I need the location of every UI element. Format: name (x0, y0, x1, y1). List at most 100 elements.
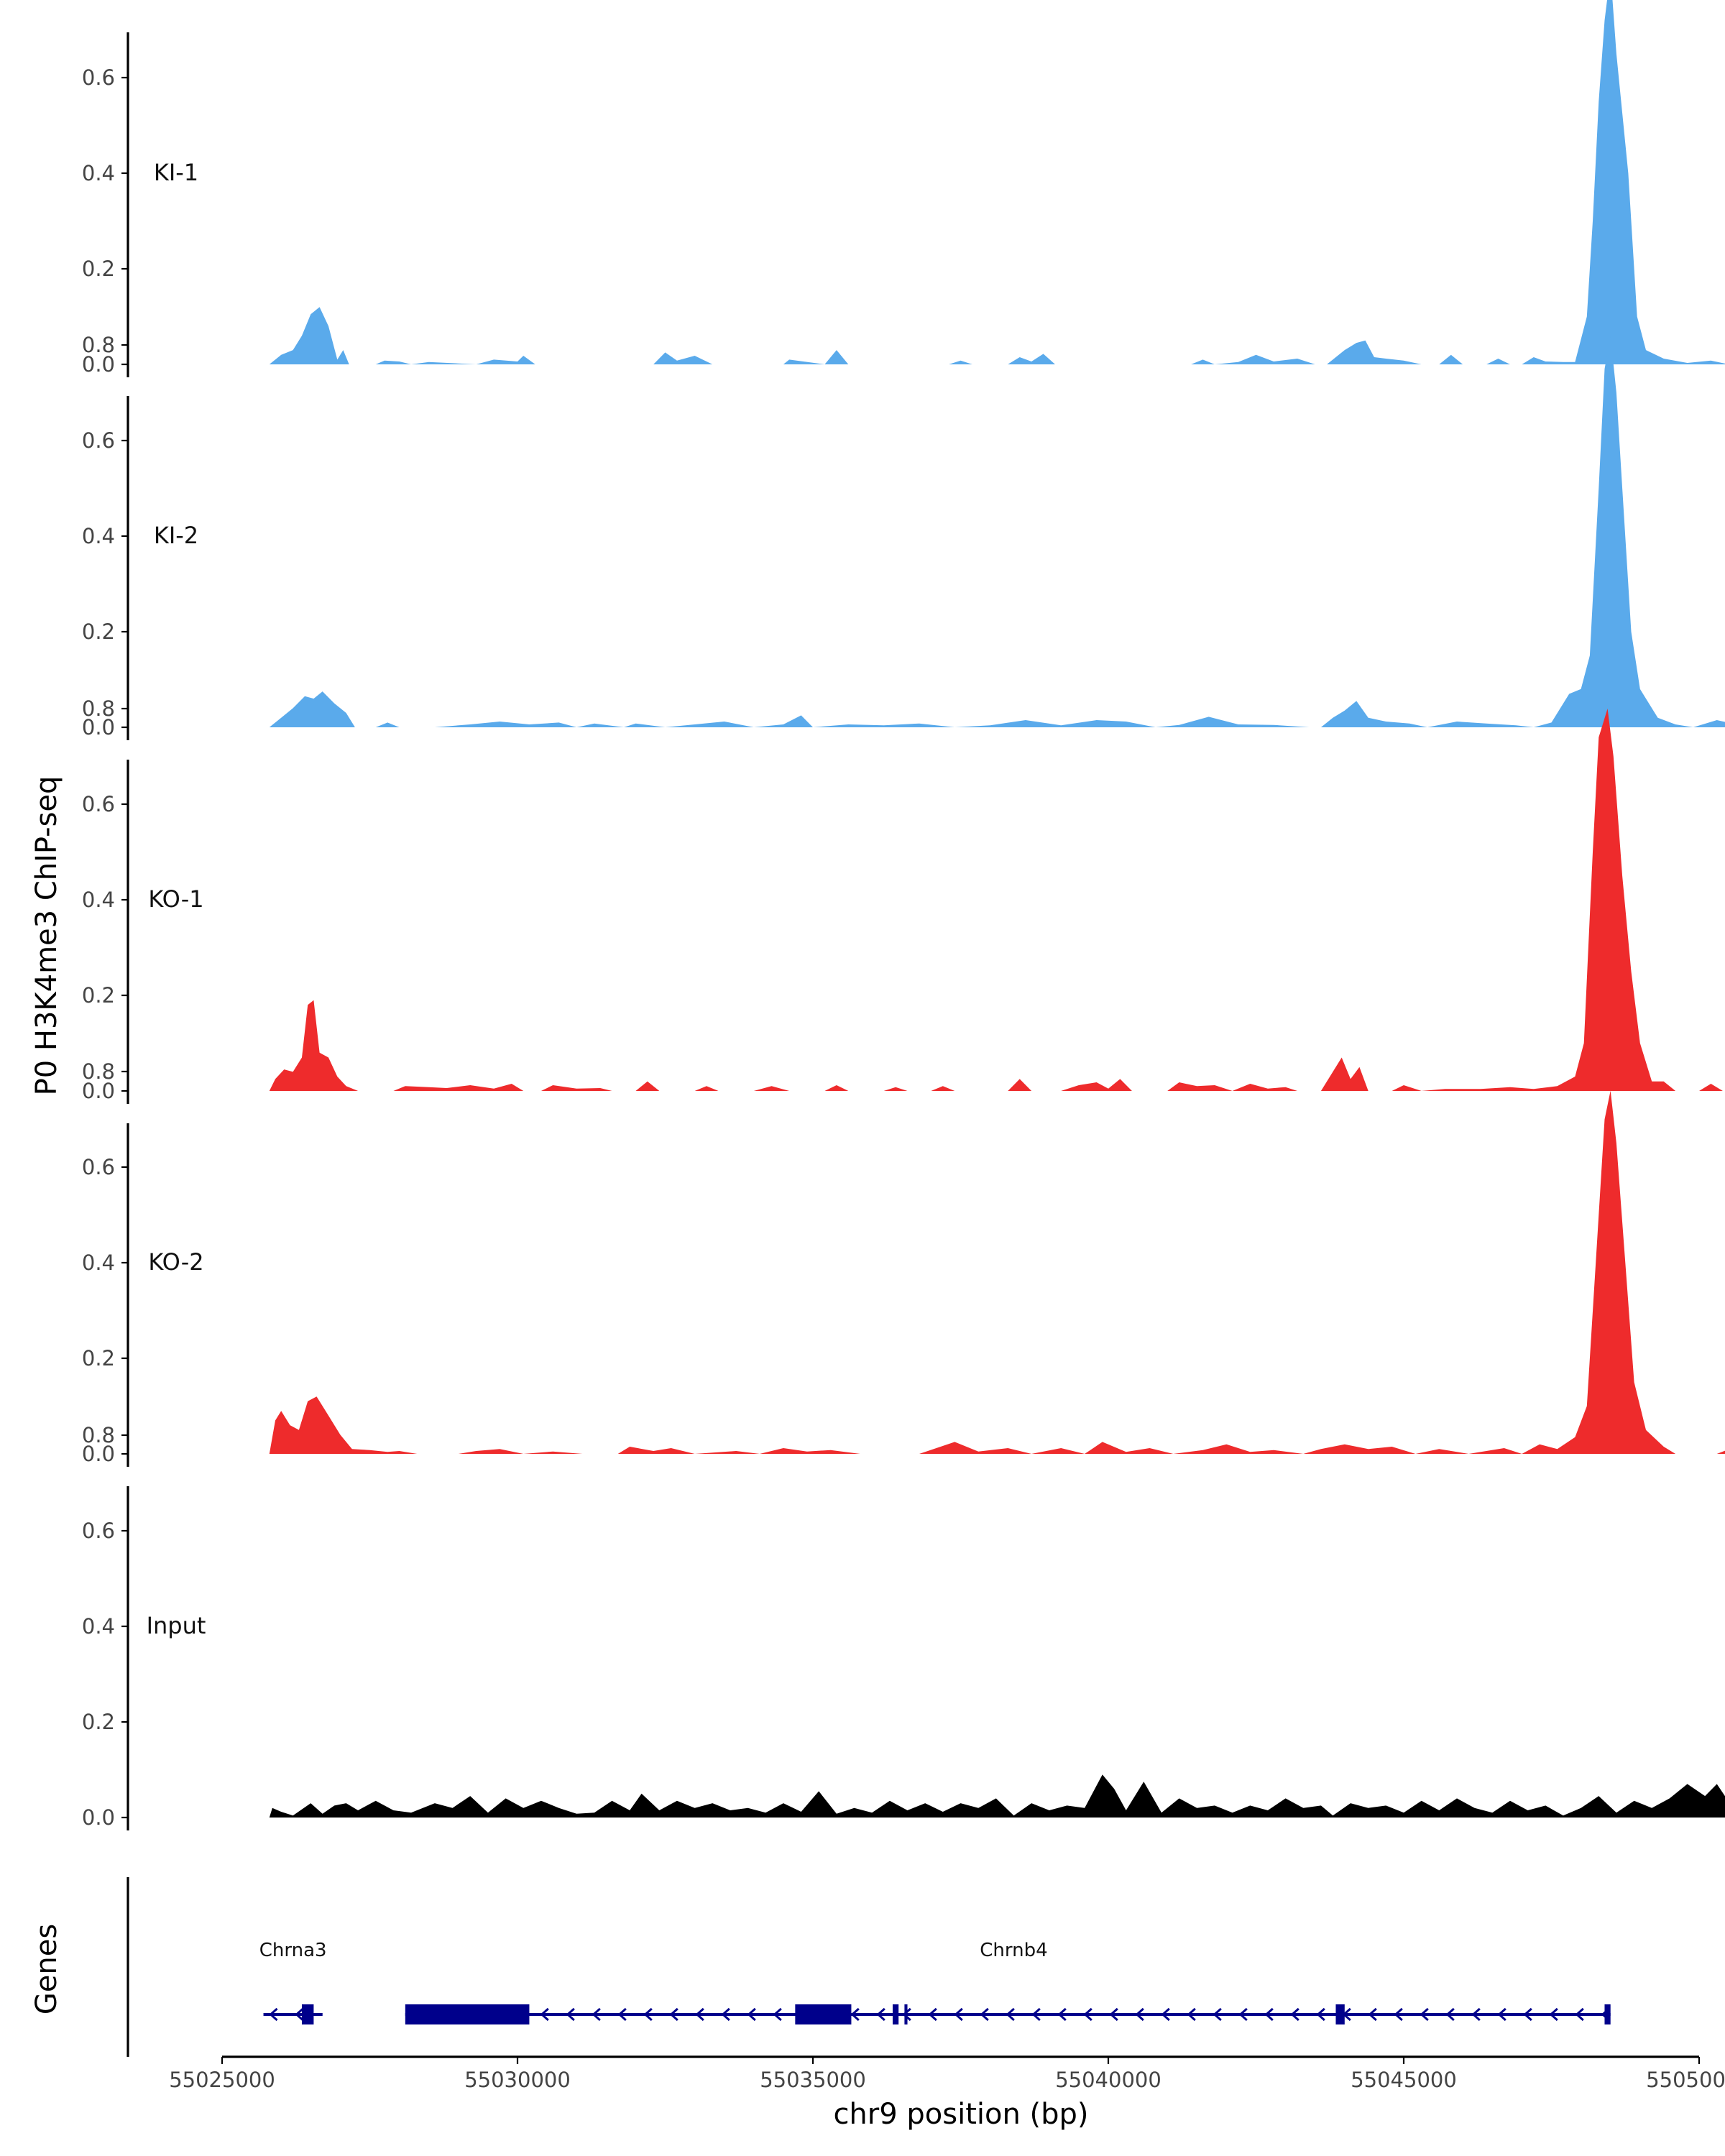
strand-arrow (540, 2007, 549, 2022)
genes-track-title: Genes (30, 1924, 63, 2014)
strand-arrow (617, 2007, 627, 2022)
track-ko-1: 0.0 0.2 0.4 0.6 0.8 KO-1 (82, 696, 1725, 1104)
signal-area-ki-2 (269, 335, 1725, 727)
strand-arrow (1471, 2007, 1481, 2022)
gene-chrna3: Chrna3 (259, 1940, 327, 2024)
y-tick-label: 0.6 (82, 1519, 115, 1543)
y-tick-label: 0.2 (82, 1710, 115, 1734)
strand-arrow (1497, 2007, 1506, 2022)
y-tick-label: 0.8 (82, 333, 115, 357)
y-tick-label: 0.4 (82, 1250, 115, 1275)
gene-exon (904, 2004, 908, 2024)
x-tick-label: 55040000 (1055, 2068, 1162, 2092)
strand-arrow (980, 2007, 989, 2022)
signal-area-ki-1 (269, 0, 1725, 364)
y-tick-label: 0.4 (82, 161, 115, 185)
y-tick-label: 0.0 (82, 1079, 115, 1103)
gene-exon (795, 2004, 852, 2024)
track-label: KI-1 (154, 159, 198, 186)
y-tick-label: 0.4 (82, 524, 115, 548)
signal-area-input (269, 1774, 1725, 1818)
y-tick-label: 0.0 (82, 715, 115, 740)
x-tick-label: 55035000 (760, 2068, 866, 2092)
x-axis: chr9 position (bp) 55025000 55030000 55035… (169, 2055, 1725, 2131)
strand-arrow (1161, 2007, 1170, 2022)
strand-arrow (721, 2007, 730, 2022)
x-axis-title: chr9 position (bp) (833, 2098, 1088, 2131)
signal-area-ko-2 (269, 1090, 1725, 1454)
strand-arrow (928, 2007, 937, 2022)
gene-exon (1604, 2004, 1611, 2024)
strand-arrow (1187, 2007, 1196, 2022)
signal-area-ko-1 (269, 709, 1725, 1091)
strand-arrow (1523, 2007, 1532, 2022)
strand-arrow (1109, 2007, 1118, 2022)
strand-arrow (695, 2007, 704, 2022)
track-ki-2: 0.0 0.2 0.4 0.6 0.8 KI-2 (82, 333, 1725, 740)
strand-arrow (669, 2007, 678, 2022)
genes-track: Genes Chrna3 Chrnb4 (30, 1877, 1611, 2057)
strand-arrow (1549, 2007, 1558, 2022)
y-tick-label: 0.0 (82, 1805, 115, 1830)
y-tick-label: 0.2 (82, 619, 115, 644)
signal-tracks: 0.00.20.40.60.8KI-10.00.20.40.60.8KI-20.… (82, 0, 1725, 1830)
strand-arrow (1575, 2007, 1584, 2022)
y-tick-label: 0.8 (82, 1059, 115, 1084)
track-label: KO-2 (148, 1248, 203, 1276)
strand-arrow (1264, 2007, 1274, 2022)
strand-arrow (850, 2007, 860, 2022)
y-tick-label: 0.4 (82, 1614, 115, 1639)
strand-arrow (1368, 2007, 1377, 2022)
strand-arrow (1445, 2007, 1455, 2022)
strand-arrow (1135, 2007, 1144, 2022)
strand-arrow (1057, 2007, 1067, 2022)
y-axis-title-group: P0 H3K4me3 ChIP-seq (30, 776, 63, 1096)
strand-arrow (643, 2007, 653, 2022)
strand-arrow (566, 2007, 575, 2022)
y-tick-label: 0.6 (82, 428, 115, 453)
gene-label: Chrnb4 (980, 1940, 1047, 1961)
y-tick-label: 0.2 (82, 1346, 115, 1370)
x-tick-label: 55030000 (464, 2068, 571, 2092)
y-axis-title: P0 H3K4me3 ChIP-seq (30, 776, 63, 1096)
strand-arrow (1238, 2007, 1248, 2022)
y-tick-label: 0.2 (82, 257, 115, 281)
y-tick-label: 0.6 (82, 65, 115, 90)
x-tick-label: 55045000 (1351, 2068, 1457, 2092)
track-ko-2: 0.0 0.2 0.4 0.6 0.8 KO-2 (82, 1059, 1725, 1467)
y-tick-label: 0.6 (82, 1155, 115, 1179)
strand-arrow (592, 2007, 601, 2022)
y-tick-label: 0.0 (82, 352, 115, 377)
y-tick-label: 0.2 (82, 983, 115, 1008)
x-tick-label: 55050000 (1646, 2068, 1725, 2092)
strand-arrow (1031, 2007, 1041, 2022)
strand-arrow (1290, 2007, 1300, 2022)
y-tick-label: 0.8 (82, 1423, 115, 1447)
strand-arrow (1006, 2007, 1015, 2022)
x-tick-label: 55025000 (169, 2068, 275, 2092)
gene-chrnb4: Chrnb4 (405, 1940, 1611, 2024)
y-tick-label: 0.0 (82, 1442, 115, 1466)
strand-arrow (295, 2007, 304, 2022)
strand-arrow (954, 2007, 963, 2022)
y-tick-label: 0.8 (82, 696, 115, 721)
strand-arrow (1083, 2007, 1092, 2022)
strand-arrow (1213, 2007, 1222, 2022)
gene-exon (405, 2004, 530, 2024)
track-input: 0.0 0.2 0.4 0.6 0.8 Input (82, 1423, 1725, 1830)
y-tick-label: 0.4 (82, 888, 115, 912)
gene-exon (892, 2004, 899, 2024)
strand-arrow (1420, 2007, 1429, 2022)
track-label: Input (147, 1612, 206, 1639)
gene-label: Chrna3 (259, 1940, 327, 1961)
strand-arrow (902, 2007, 911, 2022)
strand-arrow (1316, 2007, 1325, 2022)
track-ki-1: 0.0 0.2 0.4 0.6 0.8 KI-1 (82, 0, 1725, 377)
strand-arrow (269, 2007, 278, 2022)
track-label: KI-2 (154, 522, 198, 549)
strand-arrow (747, 2007, 756, 2022)
strand-arrow (1394, 2007, 1403, 2022)
gene-exon (1335, 2004, 1345, 2024)
gene-exon (301, 2004, 314, 2024)
